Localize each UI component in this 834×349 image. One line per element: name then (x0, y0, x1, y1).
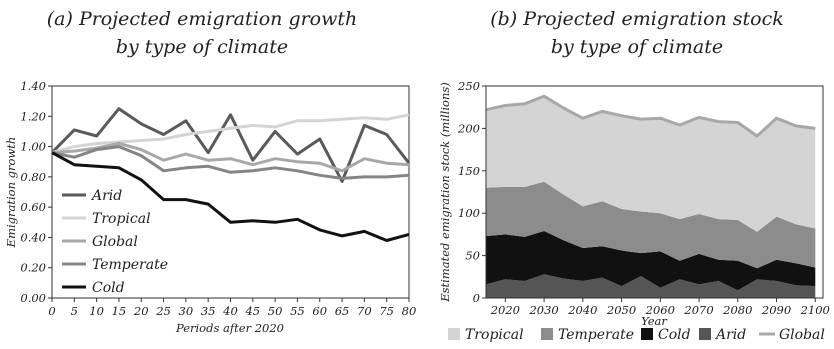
x-tick-label: 65 (335, 304, 350, 318)
legend-swatch-arid (699, 328, 711, 340)
chart-b-title-line2: by type of climate (551, 36, 723, 58)
area-cold (486, 231, 816, 291)
legend-label-temperate: Temperate (558, 327, 634, 343)
x-tick-label: 25 (155, 304, 171, 318)
chart-b-x-ticks: 2020 2030 2040 2050 2060 2070 2080 2090 2100 (490, 298, 830, 317)
legend-label-global: Global (779, 327, 825, 343)
chart-a-x-label: Periods after 2020 (175, 321, 284, 335)
x-tick-label: 0 (48, 304, 55, 318)
y-tick-label: 0.80 (20, 170, 46, 184)
chart-a-legend: Arid Tropical Global Temperate Cold (62, 188, 168, 296)
chart-a: (a) Projected emigration growth by type … (4, 8, 416, 335)
chart-a-y-ticks: 0.00 0.20 0.40 0.60 0.80 1.00 1.20 1.40 (20, 79, 52, 305)
chart-a-title-line1: (a) Projected emigration growth (47, 8, 358, 30)
x-tick-label: 2090 (761, 303, 791, 317)
area-arid (486, 274, 816, 298)
x-tick-label: 75 (379, 304, 394, 318)
chart-b: (b) Projected emigration stock by type o… (438, 8, 830, 343)
x-tick-label: 80 (402, 304, 417, 318)
chart-a-x-ticks: 0 5 10 15 20 25 30 35 40 45 50 55 60 65 70 75 80 (48, 298, 416, 318)
chart-a-title-line2: by type of climate (116, 36, 288, 58)
y-tick-label: 250 (457, 79, 480, 93)
chart-b-x-label: Year (641, 314, 668, 328)
y-tick-label: 0.60 (20, 200, 46, 214)
y-tick-label: 0 (473, 291, 480, 305)
chart-b-legend: Tropical Temperate Cold Arid Global (448, 327, 825, 343)
legend-label-global: Global (92, 234, 138, 250)
legend-label-tropical: Tropical (92, 211, 151, 227)
x-tick-label: 30 (179, 304, 194, 318)
x-tick-label: 40 (222, 304, 238, 318)
x-tick-label: 20 (133, 304, 149, 318)
legend-swatch-tropical (448, 328, 460, 340)
y-tick-label: 100 (458, 206, 480, 220)
legend-label-tropical: Tropical (465, 327, 524, 343)
y-tick-label: 200 (457, 121, 480, 135)
series-line-tropical (51, 113, 410, 155)
y-tick-label: 50 (465, 249, 480, 263)
chart-b-areas (486, 96, 816, 298)
legend-label-cold: Cold (92, 280, 125, 296)
x-tick-label: 55 (290, 304, 305, 318)
chart-b-y-label: Estimated emigration stock (millions) (438, 82, 452, 303)
y-tick-label: 0.20 (20, 261, 46, 275)
x-tick-label: 5 (71, 304, 78, 318)
chart-b-global-line (485, 94, 816, 138)
x-tick-label: 35 (201, 304, 216, 318)
legend-label-arid: Arid (90, 188, 122, 204)
x-tick-label: 2050 (606, 303, 636, 317)
x-tick-label: 2030 (528, 303, 558, 317)
x-tick-label: 2070 (683, 303, 713, 317)
x-tick-label: 15 (112, 304, 127, 318)
legend-label-cold: Cold (658, 327, 691, 343)
series-line-cold (51, 151, 410, 242)
legend-label-arid: Arid (714, 327, 746, 343)
x-tick-label: 2060 (645, 303, 675, 317)
x-tick-label: 60 (312, 304, 327, 318)
area-tropical (486, 96, 816, 232)
chart-b-frame (485, 85, 824, 299)
x-tick-label: 10 (89, 304, 104, 318)
chart-a-y-label: Emigration growth (4, 137, 18, 249)
y-tick-label: 0.00 (20, 291, 46, 305)
x-tick-label: 2020 (490, 303, 520, 317)
x-tick-label: 50 (268, 304, 283, 318)
series-line-global (51, 142, 410, 173)
y-tick-label: 1.20 (20, 109, 46, 123)
x-tick-label: 45 (244, 304, 260, 318)
legend-swatch-cold (641, 328, 653, 340)
chart-b-title-line1: (b) Projected emigration stock (490, 8, 784, 30)
legend-label-temperate: Temperate (92, 257, 168, 273)
x-tick-label: 2040 (567, 303, 597, 317)
area-temperate (486, 181, 816, 269)
x-tick-label: 2100 (800, 303, 830, 317)
x-tick-label: 2080 (722, 303, 752, 317)
x-tick-label: 70 (357, 304, 372, 318)
chart-a-series (50, 107, 411, 242)
series-line-arid (50, 107, 411, 183)
chart-b-y-ticks: 0 50 100 150 200 250 (457, 79, 486, 305)
y-tick-label: 150 (458, 164, 480, 178)
series-line-global (485, 94, 816, 138)
legend-swatch-temperate (541, 328, 553, 340)
series-line-temperate (51, 145, 410, 180)
y-tick-label: 1.00 (20, 140, 46, 154)
y-tick-label: 0.40 (20, 230, 46, 244)
y-tick-label: 1.40 (20, 79, 46, 93)
